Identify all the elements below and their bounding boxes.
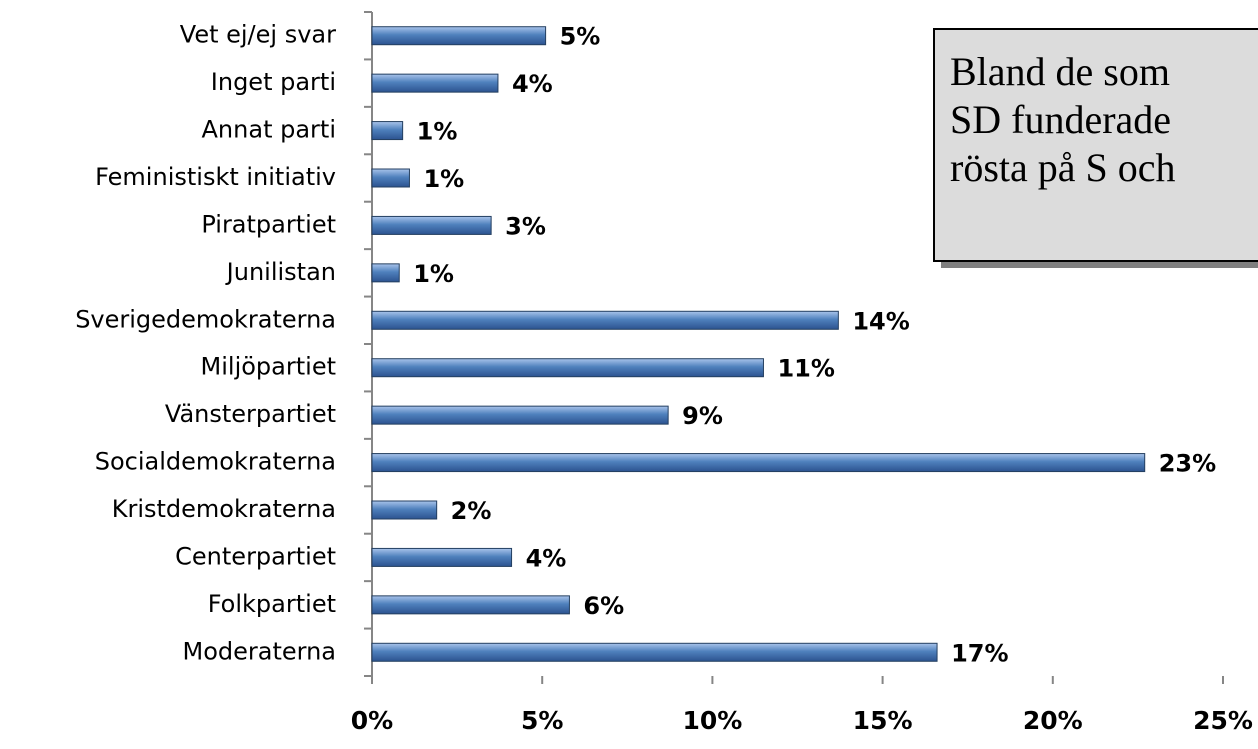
value-label: 2% (451, 497, 492, 525)
bar (371, 547, 513, 567)
y-tick-label: Socialdemokraterna (95, 448, 336, 476)
value-label: 17% (951, 639, 1008, 667)
bar (371, 168, 410, 188)
value-label: 9% (682, 402, 723, 430)
y-tick-label: Inget parti (211, 68, 336, 96)
bar (371, 26, 547, 46)
x-tick-label: 25% (1193, 706, 1253, 735)
y-tick-label: Miljöpartiet (201, 353, 336, 381)
bar (371, 263, 400, 283)
value-label: 23% (1159, 450, 1216, 478)
value-label: 1% (413, 260, 454, 288)
value-label: 4% (526, 544, 567, 572)
bar (371, 453, 1146, 473)
y-tick-label: Piratpartiet (201, 210, 336, 238)
value-label: 14% (852, 307, 909, 335)
bar (371, 215, 492, 235)
x-tick-label: 0% (351, 706, 393, 735)
y-tick-label: Centerpartiet (175, 542, 336, 570)
y-tick-label: Vet ej/ej svar (180, 21, 336, 49)
bar (371, 500, 438, 520)
y-tick-label: Folkpartiet (208, 590, 336, 618)
y-tick-label: Feministiskt initiativ (95, 163, 336, 191)
annotation-text: SD funderade (950, 97, 1171, 142)
annotation-text: Bland de som (950, 49, 1170, 94)
bar (371, 73, 499, 93)
bar (371, 642, 938, 662)
annotation-box (933, 28, 1258, 262)
value-label: 3% (505, 212, 546, 240)
bar (371, 121, 404, 141)
y-tick-label: Moderaterna (182, 637, 336, 665)
y-tick-label: Sverigedemokraterna (75, 305, 336, 333)
bar (371, 310, 839, 330)
y-tick-label: Vänsterpartiet (165, 400, 336, 428)
x-tick-label: 5% (521, 706, 563, 735)
value-label: 11% (777, 355, 834, 383)
value-label: 1% (417, 118, 458, 146)
x-tick-label: 15% (853, 706, 913, 735)
x-tick-label: 20% (1023, 706, 1083, 735)
value-label: 6% (583, 592, 624, 620)
bar (371, 405, 669, 425)
value-label: 5% (560, 23, 601, 51)
bar (371, 358, 764, 378)
y-tick-label: Annat parti (202, 116, 336, 144)
y-tick-label: Junilistan (225, 258, 336, 286)
value-label: 1% (423, 165, 464, 193)
value-label: 4% (512, 70, 553, 98)
y-tick-label: Kristdemokraterna (112, 495, 336, 523)
bar (371, 595, 570, 615)
x-tick-label: 10% (682, 706, 742, 735)
annotation-text: rösta på S och (950, 145, 1176, 190)
